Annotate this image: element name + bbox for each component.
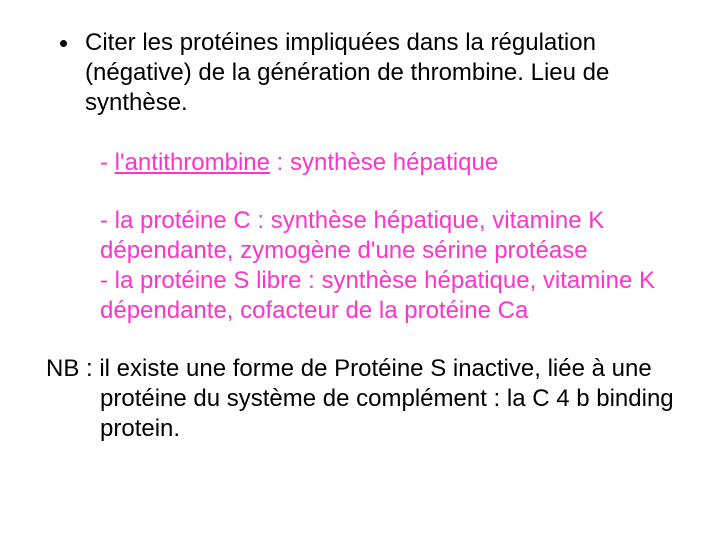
spacer bbox=[36, 326, 684, 354]
bullet-item: Citer les protéines impliquées dans la r… bbox=[36, 28, 684, 118]
answer1-rest: : synthèse hépatique bbox=[270, 149, 498, 176]
answer-line-3: - la protéine S libre : synthèse hépatiq… bbox=[100, 266, 684, 326]
answer1-underlined: l'antithrombine bbox=[115, 149, 270, 176]
answer-line-2: - la protéine C : synthèse hépatique, vi… bbox=[100, 206, 684, 266]
bullet-dot-icon bbox=[60, 40, 67, 47]
slide: Citer les protéines impliquées dans la r… bbox=[0, 0, 720, 540]
bullet-text: Citer les protéines impliquées dans la r… bbox=[85, 28, 684, 118]
answer-line-1: - l'antithrombine : synthèse hépatique bbox=[100, 148, 684, 178]
answer1-prefix: - bbox=[100, 149, 115, 176]
note-block: NB : il existe une forme de Protéine S i… bbox=[46, 354, 684, 444]
answer-block-2: - la protéine C : synthèse hépatique, vi… bbox=[100, 206, 684, 326]
